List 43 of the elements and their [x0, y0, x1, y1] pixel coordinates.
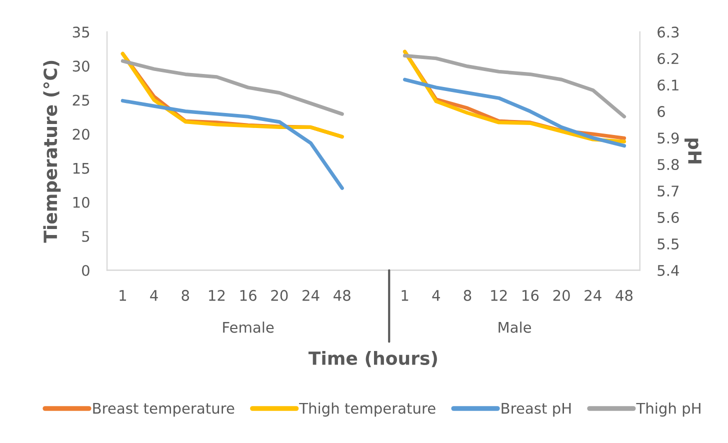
y-tick-label: 0	[82, 264, 90, 276]
x-tick-label: 4	[432, 290, 440, 301]
x-tick-label: 16	[240, 290, 256, 301]
y-tick-label: 10	[73, 196, 90, 208]
legend-label: Thigh pH	[636, 402, 700, 417]
y2-tick-label: 5.9	[658, 132, 679, 144]
x-tick-label: 48	[334, 290, 350, 301]
y-tick-label: 35	[72, 26, 90, 38]
y-tick-label: 15	[73, 162, 90, 174]
x-tick-label: 8	[182, 290, 190, 301]
y2-axis-title: pH	[684, 138, 702, 164]
legend-label: Thigh temperature	[299, 402, 436, 417]
x-tick-label: 12	[491, 290, 507, 301]
y-tick-label: 5	[82, 231, 90, 242]
legend-label: Breast pH	[502, 402, 571, 417]
x-tick-label: 12	[209, 290, 225, 301]
x-tick-label: 4	[150, 290, 158, 301]
y2-tick-label: 6.1	[658, 80, 678, 91]
x-axis-title: Time (hours)	[308, 351, 437, 368]
x-tick-label: 1	[120, 290, 126, 301]
x-tick-label: 16	[522, 290, 539, 301]
legend-label: Breast temperature	[93, 402, 234, 417]
y2-tick-label: 5.8	[658, 159, 679, 170]
x-tick-label: 8	[464, 290, 472, 301]
y2-tick-label: 5.5	[658, 238, 678, 250]
text: Female	[223, 322, 274, 333]
y2-tick-label: 5.4	[658, 265, 679, 276]
x-tick-label: 1	[402, 290, 408, 301]
x-tick-label: 24	[302, 290, 320, 301]
x-tick-label: 48	[616, 290, 633, 301]
y-tick-label: 30	[72, 60, 90, 72]
x-tick-label: 20	[553, 290, 570, 301]
y2-tick-label: 6	[658, 106, 665, 118]
y-tick-label: 25	[72, 94, 90, 106]
y2-tick-label: 5.7	[658, 186, 679, 197]
y-axis-title: Tiemperature (°C)	[43, 60, 61, 243]
text: Male	[498, 322, 532, 333]
x-tick-label: 20	[271, 290, 288, 301]
y2-tick-label: 6.3	[658, 26, 679, 38]
x-tick-label: 24	[584, 290, 602, 301]
y2-tick-label: 6.2	[658, 53, 678, 64]
y2-tick-label: 5.6	[658, 212, 679, 224]
y-tick-label: 20	[72, 128, 90, 140]
